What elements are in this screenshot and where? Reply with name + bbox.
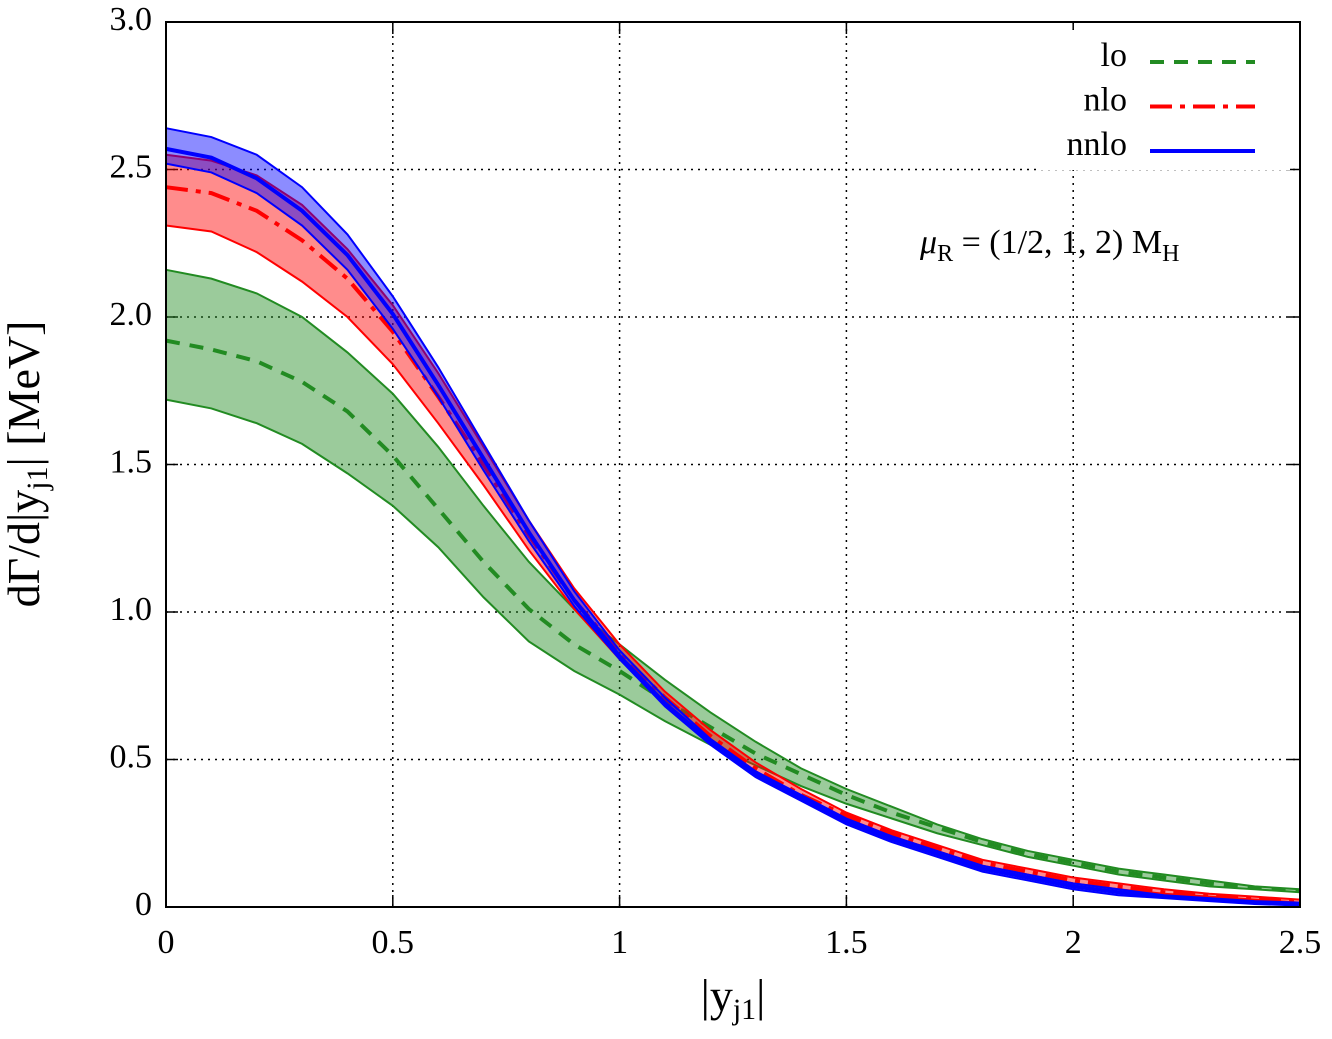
band-edge xyxy=(165,268,1301,891)
legend-label: nlo xyxy=(1084,81,1127,118)
legend-background xyxy=(1040,30,1290,170)
x-tick-label: 0 xyxy=(158,924,175,961)
y-axis-label: dΓ/d|yj1| [MeV] xyxy=(0,321,54,608)
annotation: μR = (1/2, 1, 2) MH xyxy=(919,224,1179,267)
y-tick-label: 0 xyxy=(135,886,152,923)
x-tick-label: 0.5 xyxy=(372,924,415,961)
series-line xyxy=(165,185,1301,904)
annotation-part: = (1/2, 1, 2) M xyxy=(953,224,1162,261)
band-edge xyxy=(165,153,1301,901)
y-label-sub: j1 xyxy=(21,466,54,490)
annotation-part: μ xyxy=(919,224,937,261)
y-tick-label: 2.0 xyxy=(110,296,153,333)
y-tick-label: 1.5 xyxy=(110,443,153,480)
y-tick-label: 1.0 xyxy=(110,591,153,628)
series-line xyxy=(165,338,1301,893)
x-tick-label: 2 xyxy=(1065,924,1082,961)
y-tick-label: 2.5 xyxy=(110,148,153,185)
x-tick-label: 2.5 xyxy=(1279,924,1322,961)
band-edge xyxy=(165,127,1301,904)
y-tick-label: 3.0 xyxy=(110,1,153,38)
y-label-end: | [MeV] xyxy=(0,321,49,467)
x-tick-label: 1.5 xyxy=(825,924,868,961)
annotation-part: R xyxy=(937,241,953,267)
x-axis-label: |yj1| xyxy=(701,970,766,1026)
y-label-main: dΓ/d|y xyxy=(0,490,49,608)
plot-frame xyxy=(165,21,1301,908)
band-edge xyxy=(165,162,1301,907)
x-label-end: | xyxy=(756,970,765,1021)
legend-label: lo xyxy=(1101,37,1127,74)
band-edge xyxy=(165,224,1301,904)
band-edge xyxy=(165,398,1301,894)
series-line xyxy=(165,146,1301,907)
y-tick-label: 0.5 xyxy=(110,738,153,775)
uncertainty-band xyxy=(166,269,1300,893)
uncertainty-band xyxy=(166,128,1300,906)
x-label-sub: j1 xyxy=(732,993,756,1026)
annotation-part: H xyxy=(1162,241,1179,267)
x-tick-label: 1 xyxy=(611,924,628,961)
legend-label: nnlo xyxy=(1067,126,1127,163)
x-label-main: |y xyxy=(701,970,733,1021)
